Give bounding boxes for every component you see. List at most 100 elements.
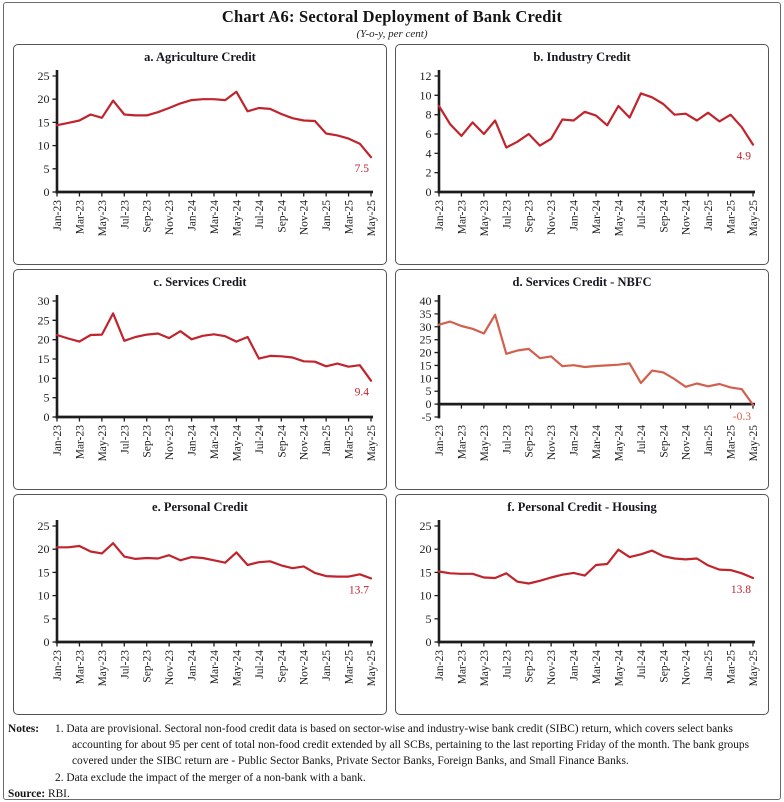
y-tick-label: 25 (38, 519, 50, 533)
x-tick-label: Nov-23 (164, 650, 176, 685)
series-line-e (55, 542, 373, 580)
y-tick-label: 10 (38, 371, 50, 385)
x-tick-label: Nov-23 (164, 200, 176, 235)
y-tick-label: 30 (38, 294, 50, 308)
x-tick-label: Jul-23 (119, 650, 131, 679)
x-tick-label: Nov-23 (546, 650, 558, 685)
chart-panel-c: c. Services Credit 0 5 10 15 20 25 30 Jan-23 Mar-… (13, 269, 387, 490)
chart-panel-title-d: d. Services Credit - NBFC (512, 275, 652, 289)
x-tick-label: May-25 (366, 650, 378, 687)
y-tick-label: 2 (426, 166, 432, 180)
x-tick-label: Jan-24 (569, 200, 581, 231)
x-tick-label: Nov-23 (164, 425, 176, 460)
y-tick-label: 8 (426, 108, 432, 122)
chart-panel-title-a: a. Agriculture Credit (144, 50, 256, 64)
note-item-1: 1. Data are provisional. Sectoral non-fo… (55, 723, 750, 768)
y-tick-label: 40 (420, 294, 432, 308)
x-tick-label: May-24 (613, 200, 625, 237)
x-tick-label: Sep-23 (142, 200, 154, 233)
x-tick-label: Jan-23 (52, 650, 64, 681)
y-tick-label: 15 (38, 352, 50, 366)
y-tick-label: 5 (426, 384, 432, 398)
end-value-label-a: 7.5 (355, 163, 370, 175)
y-tick-label: 10 (420, 88, 432, 102)
y-tick-label: 0 (426, 635, 432, 649)
y-tick-label: 10 (420, 589, 432, 603)
x-tick-label: Sep-24 (276, 650, 288, 683)
x-tick-label: Sep-23 (142, 650, 154, 683)
x-tick-label: Jul-24 (636, 200, 648, 229)
x-tick-label: Jan-25 (703, 650, 715, 681)
y-tick-label: 0 (426, 397, 432, 411)
y-tick-label: 0 (44, 410, 50, 424)
page-title: Chart A6: Sectoral Deployment of Bank Cr… (221, 7, 563, 26)
x-tick-label: Jul-24 (636, 425, 648, 454)
x-tick-label: May-23 (479, 650, 491, 687)
y-tick-label: 10 (38, 139, 50, 153)
x-tick-label: Jan-23 (434, 200, 446, 231)
y-tick-label: 5 (44, 162, 50, 176)
x-tick-label: Jan-24 (187, 425, 199, 456)
x-tick-label: Jan-23 (52, 425, 64, 456)
y-tick-label: 25 (38, 313, 50, 327)
y-tick-label: 6 (426, 127, 432, 141)
series-line-c (55, 312, 373, 382)
end-value-label-e: 13.7 (349, 585, 369, 597)
x-tick-label: May-25 (366, 425, 378, 462)
x-tick-label: Mar-23 (74, 425, 86, 460)
x-tick-label: Mar-24 (209, 425, 221, 460)
page-subtitle: (Y-o-y, per cent) (356, 28, 428, 40)
x-tick-label: Mar-23 (74, 650, 86, 685)
x-tick-label: Mar-25 (726, 650, 738, 685)
x-tick-label: Mar-25 (344, 650, 356, 685)
x-tick-label: Jan-25 (321, 650, 333, 681)
y-tick-label: 20 (38, 92, 50, 106)
x-tick-label: Jul-24 (254, 650, 266, 679)
y-tick-label: 15 (38, 566, 50, 580)
x-tick-label: Sep-24 (658, 425, 670, 458)
x-tick-label: Mar-24 (591, 650, 603, 685)
x-tick-label: Sep-24 (658, 200, 670, 233)
x-tick-label: May-24 (231, 425, 243, 462)
x-tick-label: Jan-24 (187, 200, 199, 231)
y-tick-label: 0 (44, 185, 50, 199)
y-tick-label: 30 (420, 320, 432, 334)
end-value-label-b: 4.9 (737, 151, 752, 163)
x-tick-label: Sep-24 (658, 650, 670, 683)
y-tick-label: 0 (44, 635, 50, 649)
x-tick-label: May-25 (748, 200, 760, 237)
x-tick-label: Jan-25 (321, 200, 333, 231)
x-tick-label: Sep-23 (524, 200, 536, 233)
x-tick-label: May-23 (479, 200, 491, 237)
x-tick-label: Mar-23 (456, 650, 468, 685)
x-tick-label: Nov-23 (546, 200, 558, 235)
x-tick-label: Jan-23 (434, 425, 446, 456)
x-tick-label: May-23 (479, 425, 491, 462)
series-line-d (437, 313, 755, 407)
x-tick-label: Mar-23 (74, 200, 86, 235)
y-tick-label: 15 (420, 566, 432, 580)
x-tick-label: Jan-24 (187, 650, 199, 681)
chart-panel-d: d. Services Credit - NBFC -5 0 5 10 15 20 25 30 3… (395, 269, 769, 490)
x-tick-label: Sep-23 (524, 650, 536, 683)
x-tick-label: Mar-23 (456, 200, 468, 235)
x-tick-label: May-24 (231, 650, 243, 687)
x-tick-label: Nov-24 (681, 425, 693, 460)
x-tick-label: Jan-24 (569, 650, 581, 681)
x-tick-label: May-25 (748, 425, 760, 462)
x-tick-label: Mar-24 (209, 650, 221, 685)
x-tick-label: Sep-23 (524, 425, 536, 458)
x-tick-label: May-23 (97, 200, 109, 237)
x-tick-label: Jan-24 (569, 425, 581, 456)
x-tick-label: Mar-25 (726, 425, 738, 460)
y-tick-label: 4 (426, 146, 432, 160)
x-tick-label: Sep-23 (142, 425, 154, 458)
chart-panel-f: f. Personal Credit - Housing 0 5 10 15 20 25 Ja… (395, 494, 769, 715)
x-tick-label: May-25 (748, 650, 760, 687)
y-tick-label: 20 (38, 542, 50, 556)
y-tick-label: 10 (420, 371, 432, 385)
notes-items: 1. Data are provisional. Sectoral non-fo… (55, 721, 773, 786)
notes-label: Notes: (8, 723, 39, 735)
y-tick-label: 10 (38, 589, 50, 603)
x-tick-label: Nov-23 (546, 425, 558, 460)
